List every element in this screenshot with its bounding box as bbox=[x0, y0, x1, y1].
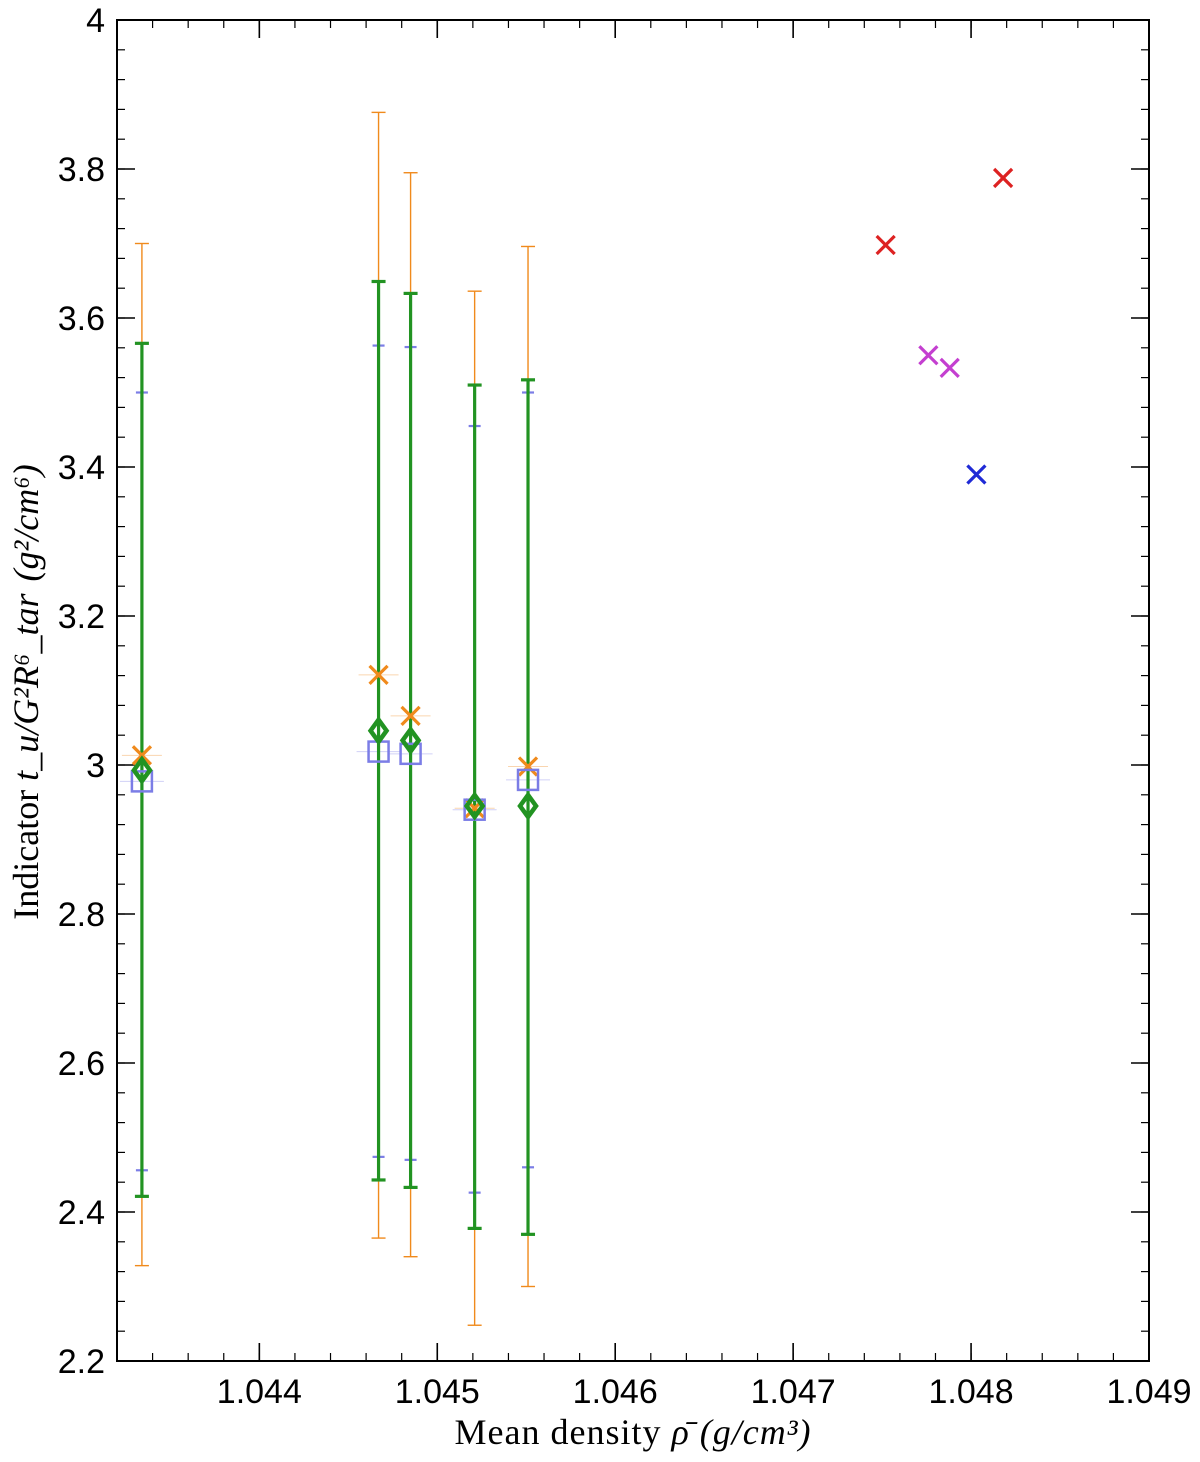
cross-marker bbox=[368, 664, 389, 685]
x-tick-label: 1.044 bbox=[217, 1373, 302, 1411]
x-axis-title: Mean density ρ̄ (g/cm³) bbox=[455, 1412, 812, 1452]
square-marker bbox=[130, 770, 154, 793]
cross-marker bbox=[992, 167, 1014, 189]
x-tick-label: 1.045 bbox=[395, 1373, 480, 1411]
y-tick-label: 2.2 bbox=[58, 1343, 105, 1381]
x-tick-label: 1.046 bbox=[573, 1373, 658, 1411]
diamond-marker bbox=[399, 725, 422, 756]
y-tick-label: 2.8 bbox=[58, 896, 105, 934]
cross-marker bbox=[517, 756, 539, 777]
y-tick-label: 4 bbox=[86, 2, 105, 40]
y-axis-title: Indicator t_u/G²R⁶_tar(g²/cm⁶) bbox=[6, 464, 46, 920]
cross-marker bbox=[400, 705, 421, 726]
diamond-marker bbox=[463, 791, 486, 821]
diamond-marker bbox=[131, 755, 153, 786]
series-layer bbox=[119, 111, 1014, 1326]
cross-marker bbox=[875, 234, 896, 256]
y-tick-label: 3.8 bbox=[58, 151, 105, 189]
cross-marker bbox=[939, 357, 960, 379]
cross-marker bbox=[918, 345, 939, 366]
major-ticks bbox=[117, 19, 1150, 1362]
diamond-marker bbox=[367, 715, 390, 746]
y-tick-label: 3.2 bbox=[58, 598, 105, 636]
y-tick-label: 2.4 bbox=[58, 1194, 105, 1232]
x-tick-label: 1.048 bbox=[929, 1373, 1014, 1411]
y-tick-label: 3.4 bbox=[58, 449, 105, 487]
square-marker bbox=[516, 768, 540, 792]
y-tick-label: 2.6 bbox=[58, 1045, 105, 1083]
y-tick-labels: 2.2 2.4 2.6 2.8 3 3.2 3.4 3.6 3.8 4 bbox=[58, 2, 105, 1381]
minor-ticks bbox=[117, 20, 1149, 1361]
y-tick-label: 3 bbox=[86, 747, 105, 785]
plot-frame bbox=[116, 19, 1150, 1362]
square-marker bbox=[399, 742, 422, 766]
x-tick-label: 1.049 bbox=[1106, 1373, 1191, 1411]
x-tick-label: 1.047 bbox=[751, 1373, 836, 1411]
x-tick-labels: 1.044 1.045 1.046 1.047 1.048 1.049 bbox=[217, 1373, 1192, 1411]
cross-marker bbox=[966, 464, 987, 485]
y-tick-label: 3.6 bbox=[58, 300, 105, 338]
cross-marker bbox=[131, 745, 153, 766]
diamond-marker bbox=[517, 791, 539, 821]
